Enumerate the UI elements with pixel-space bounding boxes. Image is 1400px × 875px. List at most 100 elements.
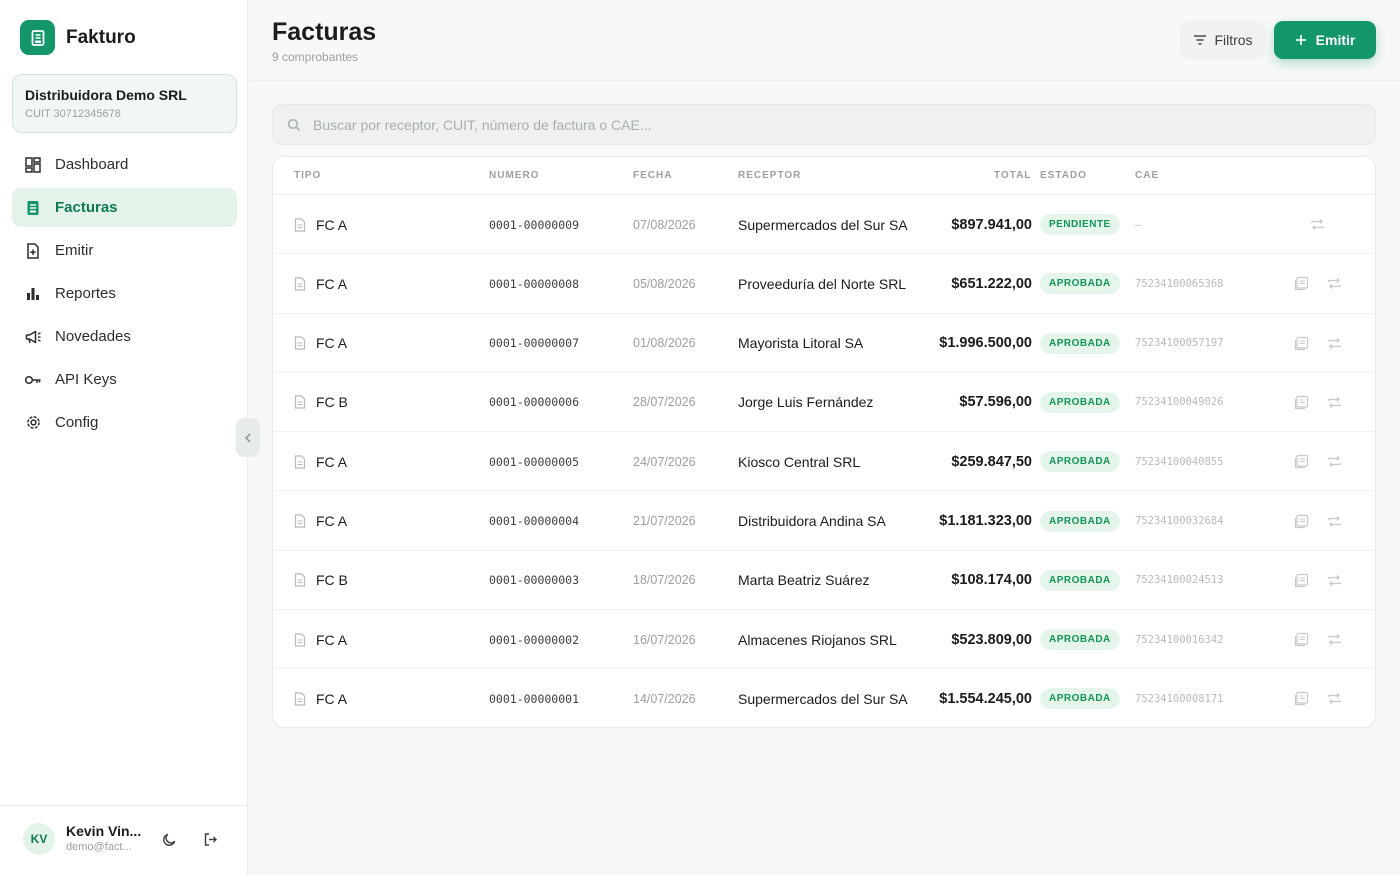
duplicate-button[interactable]	[1326, 314, 1342, 373]
pdf-icon	[1293, 632, 1309, 648]
sidebar-item-novedades[interactable]: Novedades	[12, 317, 237, 356]
theme-toggle-button[interactable]	[160, 830, 178, 848]
sidebar-nav: Dashboard Facturas Emitir Reportes Noved…	[12, 145, 237, 446]
status-badge: APROBADA	[1040, 510, 1120, 532]
sidebar-item-api-keys[interactable]: API Keys	[12, 360, 237, 399]
table-row[interactable]: FC A 0001-00000004 21/07/2026 Distribuidora…	[273, 492, 1375, 551]
bar-chart-icon	[24, 285, 42, 303]
duplicate-button[interactable]	[1309, 195, 1325, 254]
invoice-receptor: Distribuidora Andina SA	[738, 513, 886, 529]
download-pdf-button[interactable]	[1293, 373, 1309, 432]
status-badge: PENDIENTE	[1040, 214, 1120, 235]
emit-button[interactable]: Emitir	[1274, 21, 1376, 59]
column-header-fecha[interactable]: FECHA	[633, 170, 673, 181]
cell-tipo: FC A	[294, 669, 347, 727]
duplicate-button[interactable]	[1326, 254, 1342, 313]
download-pdf-button[interactable]	[1293, 432, 1309, 491]
repeat-icon	[1326, 394, 1342, 410]
duplicate-button[interactable]	[1326, 432, 1342, 491]
repeat-icon	[1326, 691, 1342, 707]
sidebar-item-reportes[interactable]: Reportes	[12, 274, 237, 313]
logout-button[interactable]	[201, 830, 219, 848]
invoice-total: $897.941,00	[951, 216, 1032, 233]
download-pdf-button[interactable]	[1293, 254, 1309, 313]
invoice-cae: 75234100008171	[1135, 692, 1224, 705]
filter-button[interactable]: Filtros	[1180, 21, 1266, 59]
column-header-cae[interactable]: CAE	[1135, 170, 1160, 181]
duplicate-button[interactable]	[1326, 669, 1342, 727]
invoice-type: FC A	[316, 216, 348, 233]
cell-estado: APROBADA	[1040, 254, 1120, 313]
gear-icon	[24, 414, 42, 432]
invoice-type: FC A	[316, 453, 348, 470]
document-icon	[294, 573, 306, 587]
cell-tipo: FC A	[294, 195, 347, 254]
invoice-receptor: Kiosco Central SRL	[738, 453, 861, 470]
download-pdf-button[interactable]	[1293, 610, 1309, 669]
invoice-number: 0001-00000002	[489, 632, 580, 647]
sidebar-item-facturas[interactable]: Facturas	[12, 188, 237, 227]
invoice-icon	[24, 199, 42, 217]
duplicate-button[interactable]	[1326, 373, 1342, 432]
sidebar-item-label: API Keys	[55, 371, 117, 388]
duplicate-button[interactable]	[1326, 551, 1342, 610]
pdf-icon	[1293, 572, 1309, 588]
sidebar-item-dashboard[interactable]: Dashboard	[12, 145, 237, 184]
collapse-sidebar-button[interactable]	[236, 418, 260, 457]
table-header: TIPO NUMERO FECHA RECEPTOR TOTAL ESTADO …	[273, 157, 1375, 195]
table-row[interactable]: FC B 0001-00000003 18/07/2026 Marta Beatriz…	[273, 551, 1375, 611]
file-plus-icon	[24, 242, 42, 260]
search-input[interactable]	[313, 116, 1213, 133]
table-row[interactable]: FC A 0001-00000002 16/07/2026 Almacenes Rio…	[273, 610, 1375, 670]
filter-label: Filtros	[1214, 32, 1253, 48]
document-icon	[294, 277, 306, 291]
moon-icon	[162, 833, 175, 846]
duplicate-button[interactable]	[1326, 492, 1342, 551]
table-row[interactable]: FC A 0001-00000008 05/08/2026 Proveeduría d…	[273, 254, 1375, 314]
download-pdf-button[interactable]	[1293, 551, 1309, 610]
invoice-type: FC A	[316, 631, 348, 648]
page-title: Facturas	[272, 18, 377, 46]
table-row[interactable]: FC A 0001-00000007 01/08/2026 Mayorista Lit…	[273, 314, 1375, 373]
table-row[interactable]: FC B 0001-00000006 28/07/2026 Jorge Luis Fe…	[273, 373, 1375, 433]
table-row[interactable]: FC A 0001-00000005 24/07/2026 Kiosco Centra…	[273, 432, 1375, 492]
search-icon	[287, 118, 301, 131]
cell-estado: PENDIENTE	[1040, 195, 1120, 254]
invoice-cae: 75234100024513	[1135, 574, 1224, 587]
invoice-receptor: Mayorista Litoral SA	[738, 335, 864, 352]
invoice-date: 21/07/2026	[633, 514, 696, 528]
brand-name: Fakturo	[66, 26, 136, 48]
column-header-receptor[interactable]: RECEPTOR	[738, 170, 802, 181]
invoice-type: FC A	[316, 335, 348, 352]
status-badge: APROBADA	[1040, 332, 1120, 354]
sidebar-item-label: Reportes	[55, 285, 116, 302]
download-pdf-button[interactable]	[1293, 492, 1309, 551]
column-header-total[interactable]: TOTAL	[994, 170, 1032, 181]
table-row[interactable]: FC A 0001-00000009 07/08/2026 Supermercados…	[273, 195, 1375, 255]
sidebar-item-emitir[interactable]: Emitir	[12, 231, 237, 270]
org-cuit: CUIT 30712345678	[25, 108, 121, 120]
download-pdf-button[interactable]	[1293, 314, 1309, 373]
column-header-tipo[interactable]: TIPO	[294, 170, 322, 181]
pdf-icon	[1293, 276, 1309, 292]
invoice-receptor: Marta Beatriz Suárez	[738, 572, 870, 589]
emit-label: Emitir	[1315, 32, 1356, 48]
column-header-numero[interactable]: NUMERO	[489, 170, 540, 181]
org-switcher[interactable]: Distribuidora Demo SRL CUIT 30712345678	[12, 74, 237, 133]
invoices-table: TIPO NUMERO FECHA RECEPTOR TOTAL ESTADO …	[272, 156, 1376, 728]
dashboard-icon	[24, 156, 42, 174]
brand[interactable]: Fakturo	[20, 20, 136, 55]
sidebar-item-config[interactable]: Config	[12, 403, 237, 442]
cell-estado: APROBADA	[1040, 373, 1120, 432]
status-badge: APROBADA	[1040, 451, 1120, 473]
invoice-date: 24/07/2026	[633, 454, 696, 469]
invoice-cae: 75234100049026	[1135, 396, 1224, 409]
sidebar-item-label: Config	[55, 414, 99, 431]
invoice-total: $1.181.323,00	[939, 513, 1032, 529]
column-header-estado[interactable]: ESTADO	[1040, 170, 1087, 181]
download-pdf-button[interactable]	[1293, 669, 1309, 727]
duplicate-button[interactable]	[1326, 610, 1342, 669]
table-row[interactable]: FC A 0001-00000001 14/07/2026 Supermercados…	[273, 669, 1375, 727]
invoice-date: 14/07/2026	[633, 691, 696, 706]
avatar[interactable]: KV	[23, 823, 55, 855]
